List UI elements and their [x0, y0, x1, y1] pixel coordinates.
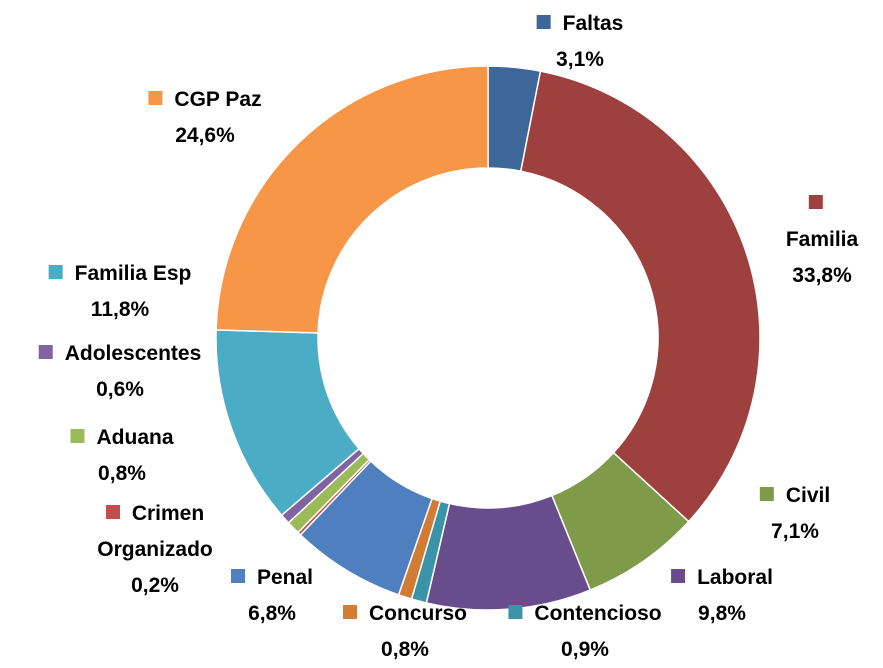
legend-swatch	[230, 569, 245, 583]
legend-swatch	[671, 569, 686, 583]
data-label: Familia Esp 11,8%	[48, 256, 192, 328]
data-label: Civil 7,1%	[759, 478, 831, 550]
data-label: Penal 6,8%	[230, 560, 314, 632]
data-label: CGP Paz 24,6%	[148, 82, 262, 154]
legend-swatch	[48, 265, 63, 279]
category-label: Contencioso	[534, 602, 662, 625]
legend-swatch	[148, 91, 163, 105]
category-label: CGP Paz	[174, 88, 262, 111]
legend-swatch	[809, 195, 823, 209]
donut-slice	[519, 70, 761, 523]
category-label: Adolescentes	[64, 342, 202, 365]
data-label: Crimen Organizado 0,2%	[70, 496, 240, 604]
data-label: Laboral 9,8%	[671, 560, 773, 632]
legend-swatch	[70, 429, 85, 443]
legend-swatch	[759, 487, 774, 501]
data-label: Adolescentes 0,6%	[38, 336, 202, 408]
category-label: Concurso	[368, 602, 468, 625]
data-label: Faltas 3,1%	[536, 6, 624, 78]
data-label: Familia 33,8%	[786, 186, 858, 294]
donut-slice	[215, 65, 489, 334]
value-label: 6,8%	[248, 602, 296, 625]
category-label: Familia	[785, 228, 859, 251]
value-label: 0,6%	[96, 378, 144, 401]
data-label: Contencioso 0,9%	[508, 596, 662, 668]
category-label: Crimen Organizado	[97, 502, 213, 561]
data-label: Concurso 0,8%	[342, 596, 468, 668]
value-label: 3,1%	[556, 48, 604, 71]
legend-swatch	[38, 345, 53, 359]
legend-swatch	[342, 605, 357, 619]
data-label: Aduana 0,8%	[70, 420, 174, 492]
legend-swatch	[508, 605, 523, 619]
value-label: 0,9%	[561, 638, 609, 661]
value-label: 11,8%	[90, 298, 150, 321]
legend-swatch	[536, 15, 551, 29]
value-label: 24,6%	[175, 124, 235, 147]
category-label: Faltas	[562, 12, 624, 35]
value-label: 9,8%	[698, 602, 746, 625]
category-label: Penal	[256, 566, 314, 589]
value-label: 0,2%	[131, 574, 179, 597]
value-label: 0,8%	[381, 638, 429, 661]
legend-swatch	[105, 505, 120, 519]
category-label: Laboral	[697, 566, 773, 589]
value-label: 0,8%	[98, 462, 146, 485]
category-label: Civil	[785, 484, 831, 507]
value-label: 33,8%	[792, 264, 852, 287]
category-label: Aduana	[96, 426, 174, 449]
category-label: Familia Esp	[74, 262, 192, 285]
value-label: 7,1%	[771, 520, 819, 543]
